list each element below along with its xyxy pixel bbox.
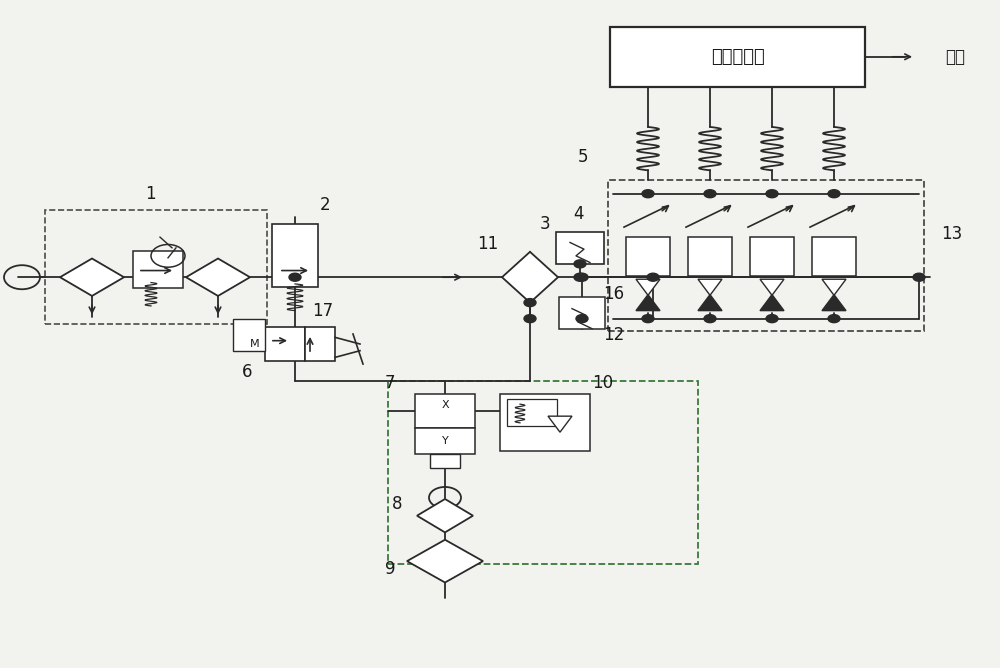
Circle shape [576, 273, 588, 281]
Polygon shape [698, 279, 722, 295]
Text: 16: 16 [603, 285, 625, 303]
Bar [388, 381, 698, 564]
Polygon shape [186, 259, 250, 296]
Circle shape [576, 315, 588, 323]
Bar [750, 237, 794, 276]
Text: 8: 8 [392, 496, 402, 513]
Text: 3: 3 [540, 215, 550, 232]
Polygon shape [760, 279, 784, 295]
Circle shape [289, 273, 301, 281]
Bar [272, 224, 318, 287]
Polygon shape [417, 499, 473, 532]
Bar [415, 394, 475, 428]
Polygon shape [636, 295, 660, 311]
Polygon shape [407, 540, 483, 582]
Bar [688, 237, 732, 276]
Text: 4: 4 [573, 205, 583, 222]
Bar [812, 237, 856, 276]
Circle shape [766, 315, 778, 323]
Text: 5: 5 [578, 148, 588, 166]
Polygon shape [548, 416, 572, 432]
Text: M: M [250, 339, 260, 349]
Bar [233, 319, 265, 351]
Bar [626, 237, 670, 276]
Bar [265, 327, 305, 361]
Text: 排气: 排气 [945, 48, 965, 65]
Circle shape [642, 190, 654, 198]
Bar [430, 454, 460, 468]
Polygon shape [60, 259, 124, 296]
Text: 12: 12 [603, 327, 625, 344]
Text: 13: 13 [941, 225, 963, 242]
Bar [610, 27, 865, 87]
Text: X: X [441, 401, 449, 410]
Circle shape [704, 315, 716, 323]
Text: 11: 11 [477, 235, 499, 253]
Text: Y: Y [442, 436, 448, 446]
Circle shape [704, 190, 716, 198]
Bar [559, 297, 605, 329]
Circle shape [524, 299, 536, 307]
Text: 17: 17 [312, 302, 334, 319]
Polygon shape [822, 279, 846, 295]
Text: 6: 6 [242, 363, 252, 381]
Circle shape [828, 190, 840, 198]
Circle shape [647, 273, 659, 281]
Bar [556, 232, 604, 264]
Text: 10: 10 [592, 374, 614, 391]
Bar [415, 428, 475, 454]
Polygon shape [636, 279, 660, 295]
Text: 工作台轴承: 工作台轴承 [711, 48, 764, 65]
Bar [500, 394, 590, 451]
Polygon shape [822, 295, 846, 311]
Polygon shape [760, 295, 784, 311]
Circle shape [642, 315, 654, 323]
Text: 9: 9 [385, 560, 395, 578]
Circle shape [913, 273, 925, 281]
Circle shape [574, 260, 586, 268]
Polygon shape [698, 295, 722, 311]
Text: 7: 7 [385, 374, 395, 391]
Polygon shape [502, 252, 558, 303]
Bar [507, 399, 557, 426]
Bar [133, 250, 183, 288]
Text: 1: 1 [145, 185, 155, 202]
Circle shape [574, 273, 586, 281]
Text: 2: 2 [320, 196, 330, 214]
Circle shape [524, 315, 536, 323]
Circle shape [828, 315, 840, 323]
Circle shape [766, 190, 778, 198]
Bar [305, 327, 335, 361]
Bar [45, 210, 267, 324]
Bar [608, 180, 924, 331]
